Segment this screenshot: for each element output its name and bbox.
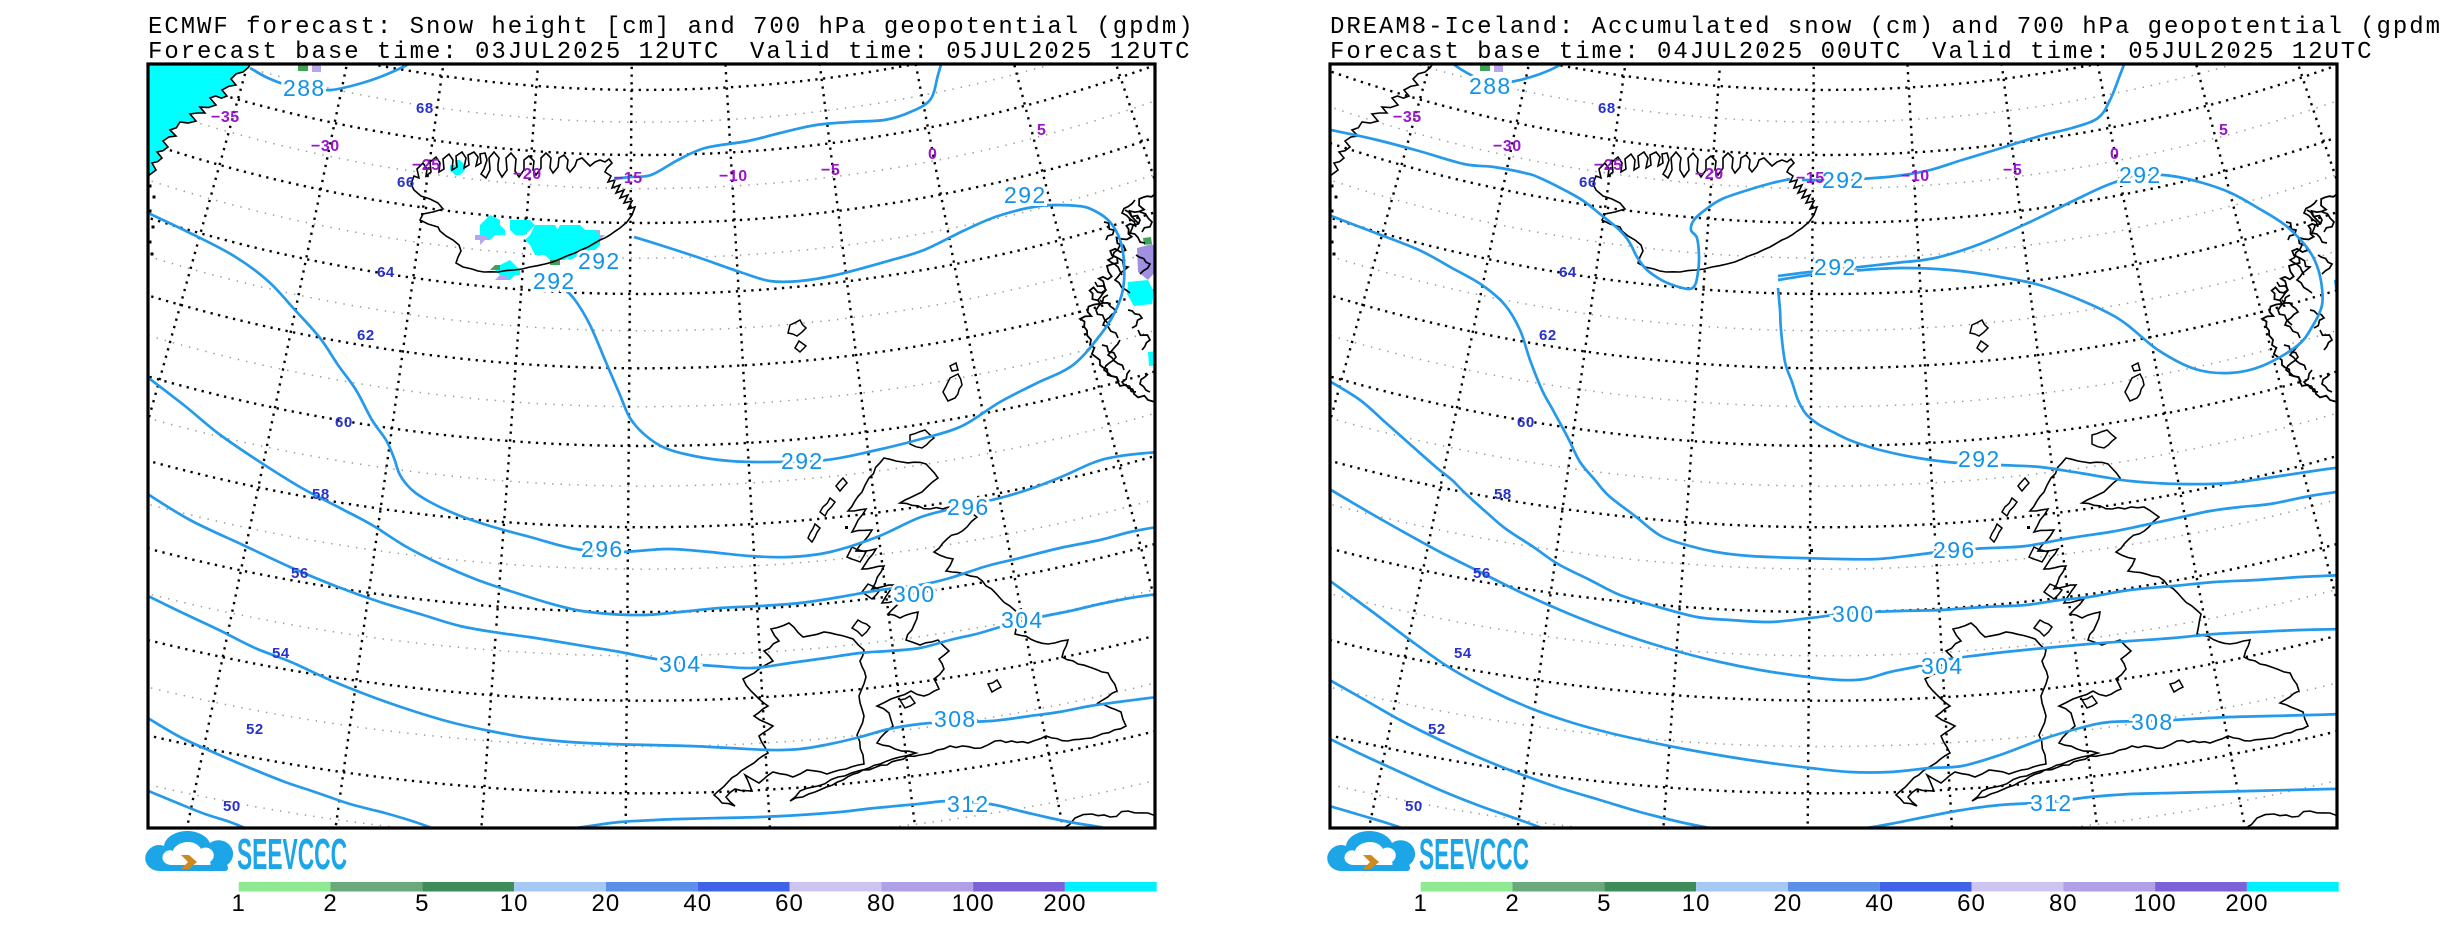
svg-text:1: 1 [1414, 890, 1428, 917]
svg-text:60: 60 [1517, 414, 1535, 431]
svg-text:−25: −25 [1594, 157, 1623, 174]
svg-text:−30: −30 [311, 138, 340, 155]
svg-text:100: 100 [952, 890, 995, 917]
svg-text:40: 40 [1865, 890, 1894, 917]
svg-text:68: 68 [1598, 100, 1616, 117]
svg-text:−35: −35 [211, 109, 240, 126]
svg-text:292: 292 [533, 268, 576, 294]
svg-text:292: 292 [1958, 446, 2001, 472]
svg-text:0: 0 [2110, 146, 2119, 163]
svg-text:58: 58 [312, 486, 330, 503]
svg-text:Valid time: 05JUL2025 12UTC: Valid time: 05JUL2025 12UTC [1932, 39, 2374, 66]
svg-text:2: 2 [1505, 890, 1519, 917]
svg-text:56: 56 [1473, 565, 1491, 582]
svg-text:292: 292 [1004, 182, 1047, 208]
svg-text:−25: −25 [412, 157, 441, 174]
svg-text:−5: −5 [821, 162, 840, 179]
svg-text:2: 2 [323, 890, 337, 917]
svg-text:DREAM8-Iceland: Accumulated sn: DREAM8-Iceland: Accumulated snow (cm) an… [1330, 14, 2440, 41]
svg-text:292: 292 [1814, 254, 1857, 280]
svg-text:Forecast base time: 04JUL2025: Forecast base time: 04JUL2025 00UTC [1330, 39, 1902, 66]
svg-text:80: 80 [2049, 890, 2078, 917]
svg-text:52: 52 [246, 721, 264, 738]
svg-text:−35: −35 [1393, 109, 1422, 126]
svg-text:308: 308 [2131, 709, 2174, 735]
svg-text:312: 312 [2030, 790, 2073, 816]
svg-text:20: 20 [1774, 890, 1803, 917]
svg-text:56: 56 [291, 565, 309, 582]
svg-text:292: 292 [578, 248, 621, 274]
svg-text:300: 300 [893, 581, 936, 607]
svg-text:5: 5 [415, 890, 429, 917]
svg-text:60: 60 [1957, 890, 1986, 917]
svg-text:ECMWF forecast: Snow height [c: ECMWF forecast: Snow height [cm] and 700… [148, 14, 1195, 41]
svg-text:50: 50 [1405, 798, 1423, 815]
svg-text:Valid time: 05JUL2025 12UTC: Valid time: 05JUL2025 12UTC [750, 39, 1192, 66]
svg-text:62: 62 [357, 327, 375, 344]
svg-text:−20: −20 [1695, 166, 1724, 183]
svg-text:66: 66 [397, 174, 415, 191]
svg-text:5: 5 [1037, 122, 1046, 139]
svg-text:1: 1 [232, 890, 246, 917]
svg-text:20: 20 [592, 890, 621, 917]
svg-text:80: 80 [867, 890, 896, 917]
svg-text:50: 50 [223, 798, 241, 815]
svg-text:304: 304 [1001, 607, 1044, 633]
svg-text:10: 10 [500, 890, 529, 917]
svg-text:−10: −10 [1901, 168, 1930, 185]
svg-text:52: 52 [1428, 721, 1446, 738]
svg-text:200: 200 [2225, 890, 2268, 917]
svg-text:−10: −10 [719, 168, 748, 185]
svg-text:292: 292 [2119, 162, 2162, 188]
svg-text:100: 100 [2134, 890, 2177, 917]
svg-text:296: 296 [1933, 537, 1976, 563]
svg-text:66: 66 [1579, 174, 1597, 191]
svg-text:10: 10 [1682, 890, 1711, 917]
svg-text:296: 296 [947, 494, 990, 520]
svg-text:SEEVCCC: SEEVCCC [1419, 830, 1529, 879]
svg-text:−15: −15 [1796, 170, 1825, 187]
svg-text:58: 58 [1494, 486, 1512, 503]
svg-text:292: 292 [781, 448, 824, 474]
svg-text:304: 304 [659, 651, 702, 677]
svg-text:292: 292 [1822, 167, 1865, 193]
svg-text:−5: −5 [2003, 162, 2022, 179]
svg-text:60: 60 [775, 890, 804, 917]
svg-text:5: 5 [2219, 122, 2228, 139]
svg-text:64: 64 [377, 264, 395, 281]
svg-text:−20: −20 [513, 166, 542, 183]
svg-text:60: 60 [335, 414, 353, 431]
svg-text:68: 68 [416, 100, 434, 117]
svg-text:−15: −15 [614, 170, 643, 187]
svg-text:62: 62 [1539, 327, 1557, 344]
svg-text:288: 288 [1469, 73, 1512, 99]
svg-text:200: 200 [1043, 890, 1086, 917]
svg-text:288: 288 [283, 75, 326, 101]
svg-text:−30: −30 [1493, 138, 1522, 155]
svg-text:40: 40 [683, 890, 712, 917]
svg-text:SEEVCCC: SEEVCCC [237, 830, 347, 879]
svg-text:308: 308 [934, 706, 977, 732]
svg-text:5: 5 [1597, 890, 1611, 917]
svg-text:64: 64 [1559, 264, 1577, 281]
svg-text:304: 304 [1921, 653, 1964, 679]
svg-text:54: 54 [1454, 645, 1472, 662]
svg-text:296: 296 [581, 536, 624, 562]
svg-text:Forecast base time: 03JUL2025: Forecast base time: 03JUL2025 12UTC [148, 39, 720, 66]
svg-text:54: 54 [272, 645, 290, 662]
svg-text:300: 300 [1832, 601, 1875, 627]
svg-text:0: 0 [928, 146, 937, 163]
svg-text:312: 312 [947, 791, 990, 817]
